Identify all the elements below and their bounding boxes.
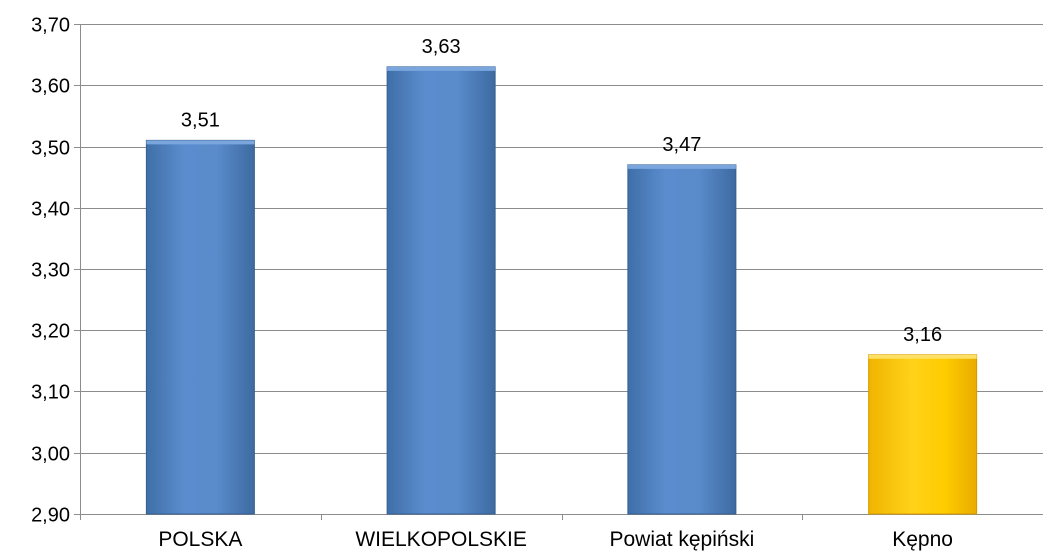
data-label: 3,47: [662, 134, 701, 156]
data-label: 3,51: [181, 109, 220, 131]
y-axis-tick-label: 2,90: [31, 505, 70, 527]
y-axis-tick-label: 3,00: [31, 444, 70, 466]
x-axis-tick-label: WIELKOPOLSKIE: [355, 528, 527, 551]
bar-polska: [145, 139, 255, 515]
y-axis-tick-label: 3,20: [31, 321, 70, 343]
value-labels: 3,51 3,63 3,47 3,16: [181, 36, 942, 346]
bar-top-cap: [627, 164, 736, 169]
x-axis-tick-label: Kępno: [892, 528, 953, 551]
y-axis-tick-label: 3,40: [31, 199, 70, 221]
axes: [74, 24, 803, 520]
data-label: 3,16: [903, 324, 942, 346]
x-axis-tick-label: Powiat kępiński: [610, 528, 755, 551]
y-axis-tick-label: 3,30: [31, 260, 70, 282]
bar-top-cap: [868, 354, 977, 359]
bar-powiat-kępiński: [627, 164, 737, 515]
y-axis-tick-label: 3,10: [31, 382, 70, 404]
bar-wielkopolskie: [386, 66, 496, 515]
x-axis-tick-labels: POLSKA WIELKOPOLSKIE Powiat kępiński Kępno: [158, 528, 953, 551]
y-axis-tick-label: 3,60: [31, 76, 70, 98]
bar-top-cap: [146, 140, 255, 145]
y-axis-tick-label: 3,70: [31, 15, 70, 37]
y-axis-tick-label: 3,50: [31, 138, 70, 160]
y-axis-tick-labels: 2,90 3,00 3,10 3,20 3,30 3,40 3,50 3,60 3,70: [31, 15, 70, 527]
bar-top-cap: [387, 66, 496, 71]
bars: [145, 66, 978, 515]
data-label: 3,63: [422, 36, 461, 58]
bar-kępno: [868, 354, 978, 515]
x-axis-tick-label: POLSKA: [158, 528, 242, 551]
